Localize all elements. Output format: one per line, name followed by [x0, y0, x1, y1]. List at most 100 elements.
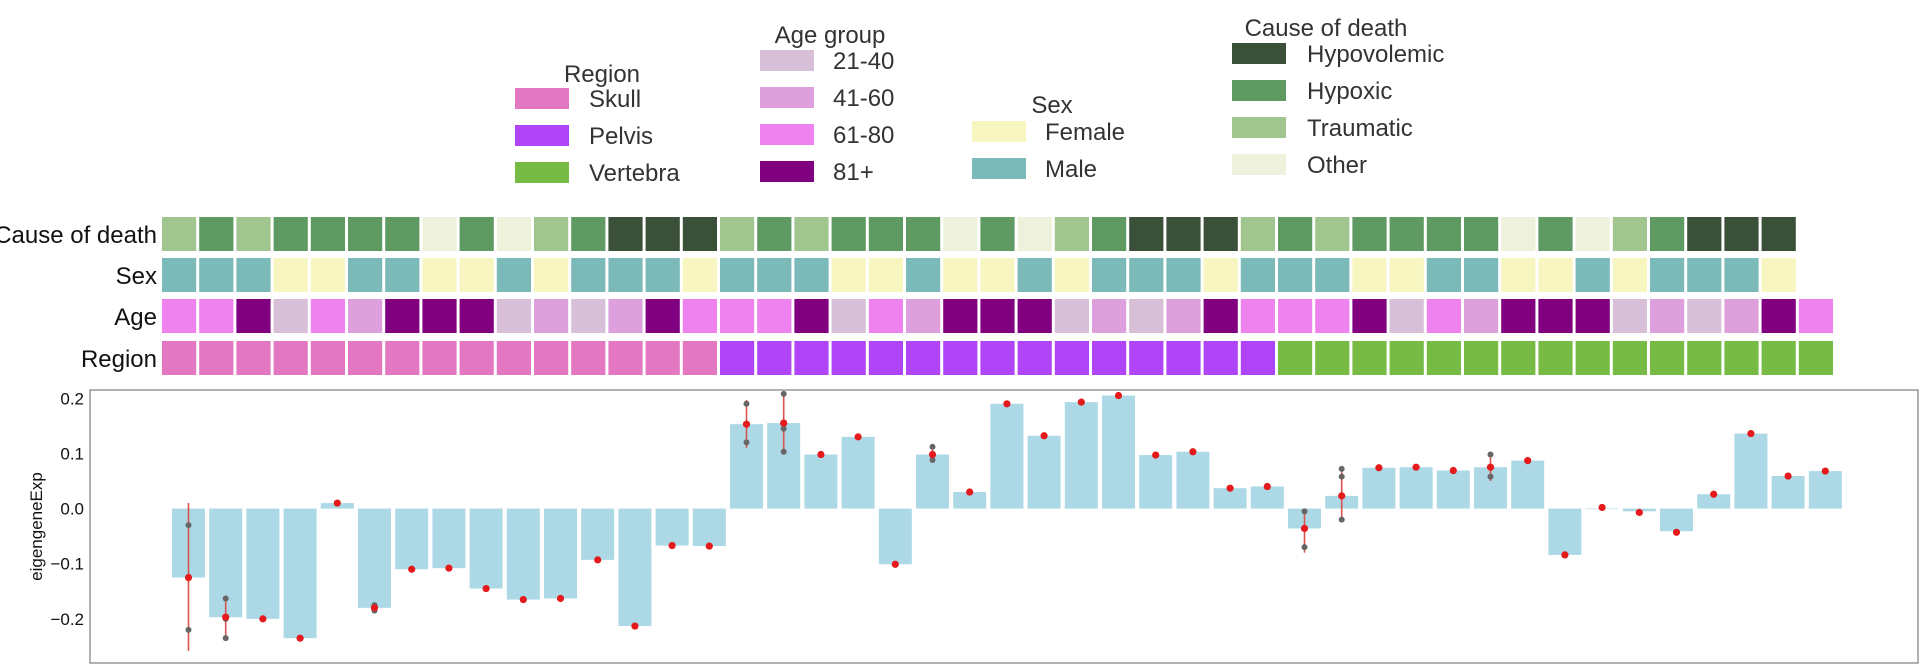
annotation-cell-cause [1315, 217, 1350, 251]
annotation-cell-age [720, 299, 755, 333]
annotation-cell-age [1761, 299, 1796, 333]
annotation-cell-age [1501, 299, 1536, 333]
mean-marker [966, 488, 974, 496]
annotation-cell-region [1538, 341, 1573, 375]
mean-marker [1338, 492, 1346, 500]
annotation-cell-region [1501, 341, 1536, 375]
annotation-cell-cause [1092, 217, 1127, 251]
sample-point [185, 626, 192, 633]
bar [804, 454, 838, 509]
annotation-cell-region [534, 341, 569, 375]
annotation-cell-region [236, 341, 271, 375]
annotation-cell-sex [1240, 258, 1275, 292]
annotation-cell-sex [720, 258, 755, 292]
mean-marker [1375, 464, 1383, 472]
annotation-cell-sex [1017, 258, 1052, 292]
legend-swatch-81 [760, 161, 814, 182]
annotation-cell-cause [980, 217, 1015, 251]
legend-label-21-40: 21-40 [833, 48, 894, 75]
bar [1102, 395, 1135, 509]
mean-marker [705, 542, 713, 550]
annotation-heatmap [162, 217, 1833, 375]
annotation-cell-region [1352, 341, 1387, 375]
annotation-cell-sex [1203, 258, 1238, 292]
legend-swatch-other [1232, 154, 1286, 175]
mean-marker [259, 615, 267, 623]
annotation-cell-age [534, 299, 569, 333]
annotation-cell-cause [1129, 217, 1164, 251]
annotation-cell-cause [868, 217, 903, 251]
mean-marker [1263, 482, 1271, 491]
annotation-cell-region [608, 341, 643, 375]
annotation-cell-age [943, 299, 978, 333]
bar [544, 508, 577, 599]
annotation-cell-age [1203, 299, 1238, 333]
annotation-row-age [162, 299, 1833, 333]
bar [1808, 471, 1842, 509]
sample-point [1338, 473, 1345, 480]
annotation-cell-age [1687, 299, 1722, 333]
annotation-cell-cause [1278, 217, 1313, 251]
annotation-cell-region [1278, 341, 1313, 375]
annotation-cell-sex [1650, 258, 1685, 292]
bar [1399, 467, 1433, 509]
annotation-cell-age [1129, 299, 1164, 333]
annotation-cell-sex [385, 258, 420, 292]
annotation-cell-age [199, 299, 234, 333]
mean-marker [594, 556, 602, 564]
bar [1176, 451, 1210, 509]
annotation-cell-cause [496, 217, 531, 251]
bar [618, 508, 652, 627]
annotation-cell-region [1724, 341, 1759, 375]
annotation-cell-age [1798, 299, 1833, 333]
mean-marker [519, 595, 527, 604]
annotation-cell-region [1389, 341, 1424, 375]
annotation-cell-region [385, 341, 420, 375]
annotation-cell-age [645, 299, 680, 333]
mean-marker [1226, 484, 1234, 492]
bar [1734, 433, 1768, 509]
sample-point [1301, 508, 1308, 515]
annotation-cell-age [1650, 299, 1685, 333]
annotation-cell-region [720, 341, 755, 375]
annotation-cell-region [682, 341, 717, 375]
annotation-cell-cause [1426, 217, 1461, 251]
annotation-cell-region [1315, 341, 1350, 375]
sample-point [1487, 451, 1494, 458]
bar [1660, 508, 1693, 532]
annotation-cell-sex [1612, 258, 1647, 292]
bar [581, 508, 615, 560]
annotation-cell-region [1650, 341, 1685, 375]
sample-point [185, 522, 192, 529]
annotation-cell-sex [682, 258, 717, 292]
bar [1771, 476, 1805, 509]
annotation-cell-region [1054, 341, 1089, 375]
y-tick-label: −0.2 [50, 610, 84, 629]
annotation-cell-sex [422, 258, 457, 292]
sample-point [929, 457, 936, 464]
mean-marker [1412, 463, 1420, 471]
mean-marker [1152, 451, 1160, 459]
annotation-cell-sex [1054, 258, 1089, 292]
annotation-cell-cause [1389, 217, 1424, 251]
annotation-cell-age [310, 299, 345, 333]
legend-swatch-female [972, 121, 1026, 142]
annotation-cell-sex [1687, 258, 1722, 292]
legend-title: Age group [775, 22, 886, 49]
annotation-cell-region [1464, 341, 1499, 375]
annotation-cell-sex [757, 258, 792, 292]
bar [655, 508, 689, 546]
annotation-cell-cause [1761, 217, 1796, 251]
y-axis-label: eigengeneExp [27, 472, 46, 581]
legend-label-male: Male [1045, 156, 1097, 183]
legend-label-skull: Skull [589, 86, 641, 113]
y-tick-label: 0.2 [60, 389, 84, 408]
annotation-cell-age [1092, 299, 1127, 333]
mean-marker [1449, 466, 1457, 475]
annotation-cell-age [348, 299, 383, 333]
annotation-cell-sex [1278, 258, 1313, 292]
mean-marker [1710, 490, 1718, 498]
bar [395, 508, 429, 570]
annotation-cell-age [1278, 299, 1313, 333]
